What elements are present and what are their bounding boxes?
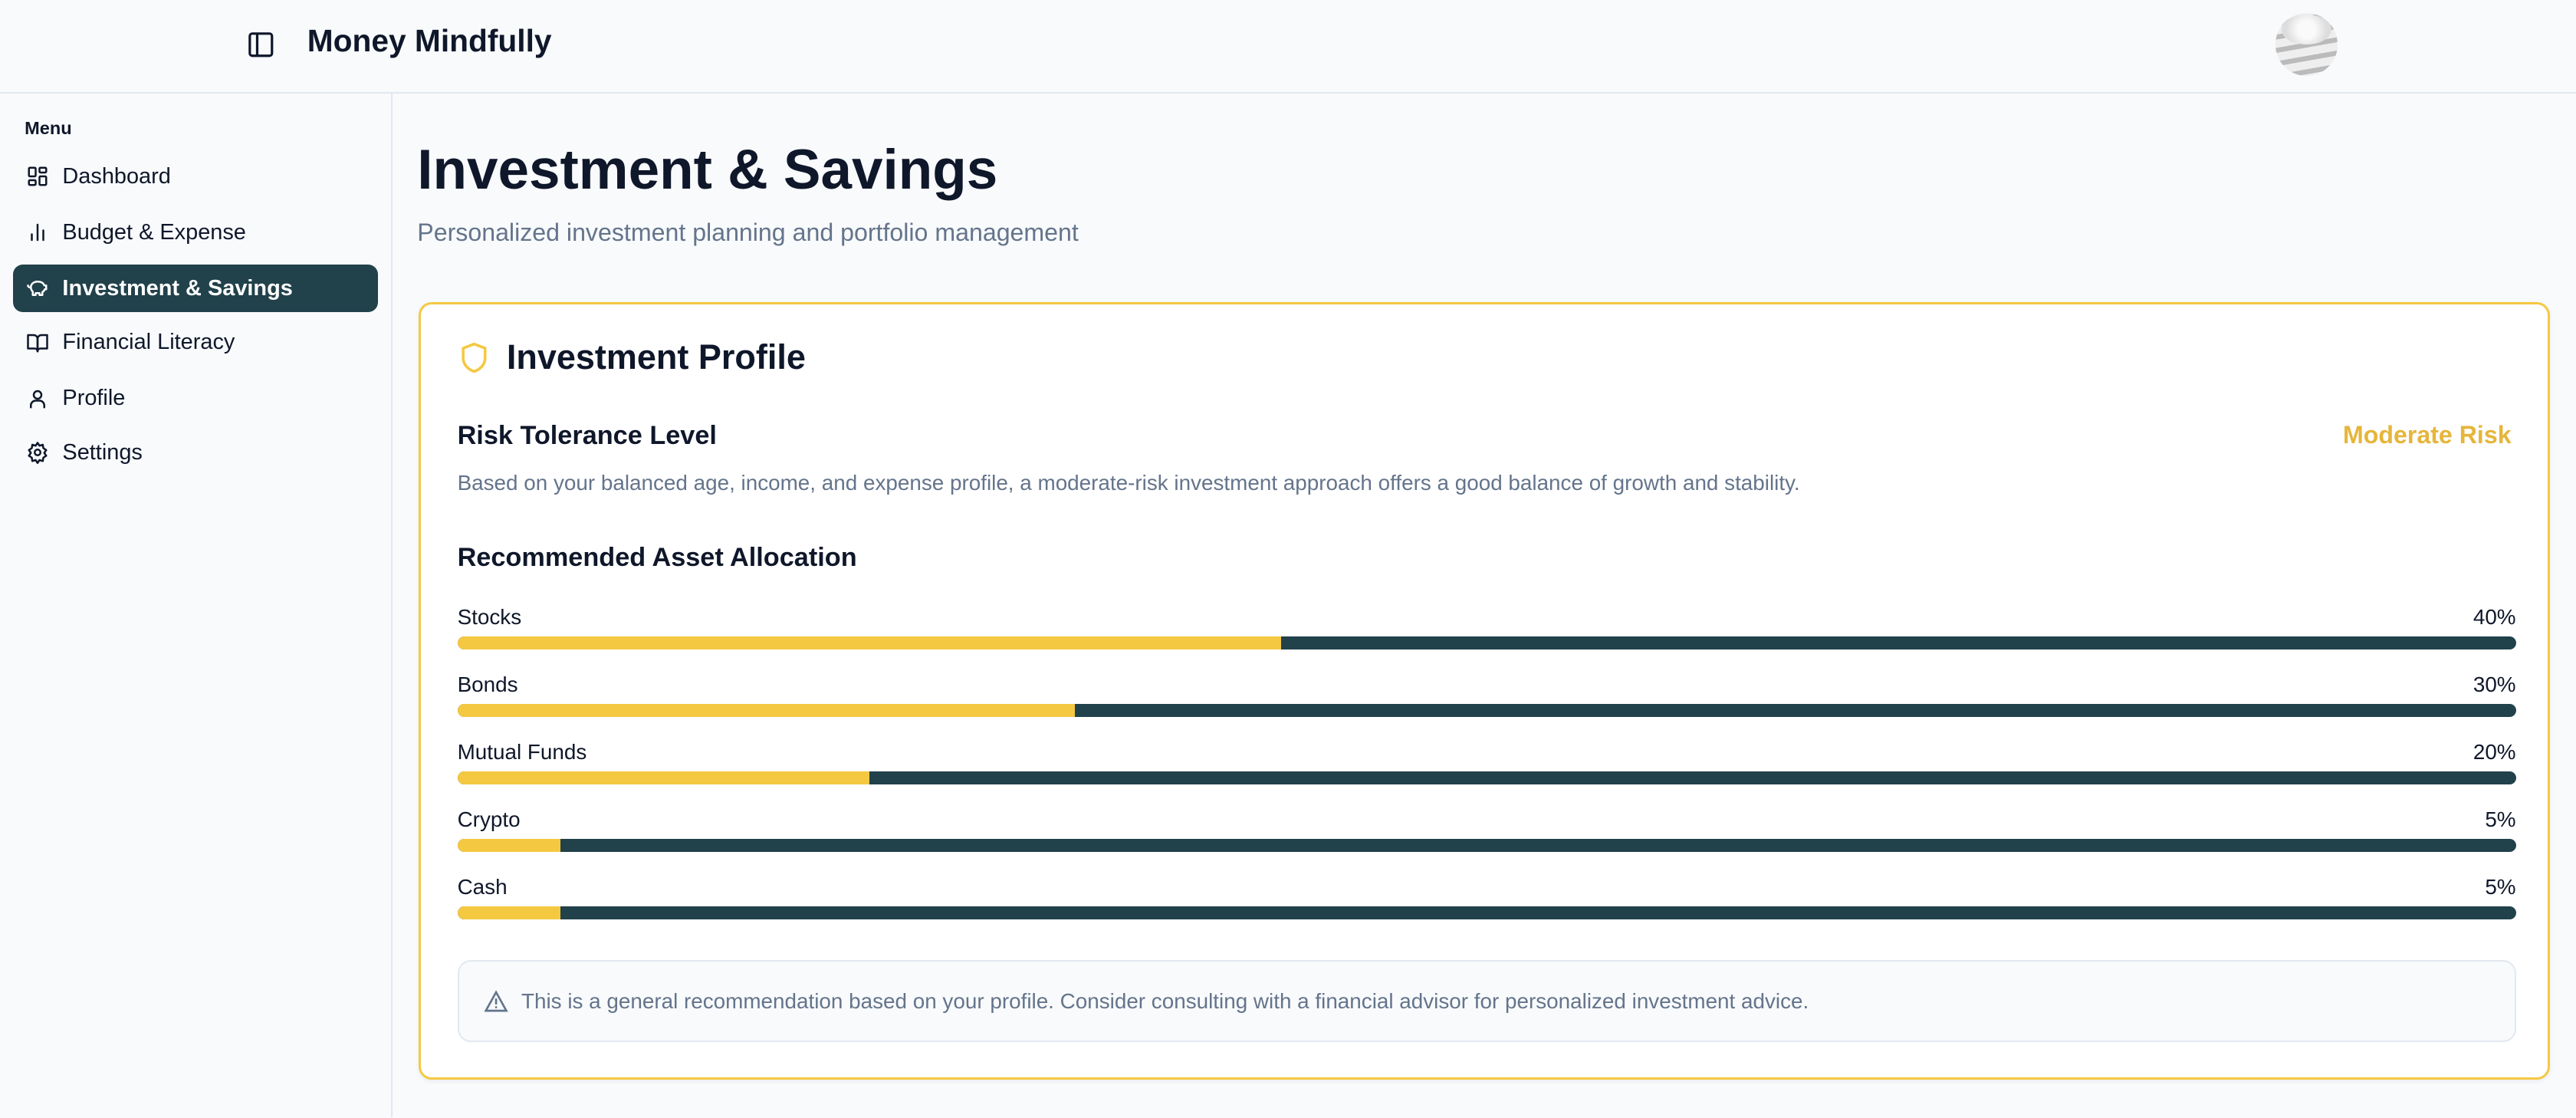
risk-level-badge: Moderate Risk [2342, 421, 2512, 449]
allocation-heading: Recommended Asset Allocation [457, 542, 857, 572]
allocation-progress-fill [457, 771, 869, 784]
card-title-text: Investment Profile [506, 337, 806, 377]
page-title: Investment & Savings [417, 139, 998, 201]
sidebar-item-settings[interactable]: Settings [13, 429, 378, 476]
sidebar-item-label: Dashboard [62, 163, 171, 189]
piggy-bank-icon [27, 281, 48, 297]
allocation-progress-fill [457, 906, 560, 919]
bar-chart-icon [31, 223, 45, 242]
card-title: Investment Profile [458, 337, 806, 377]
shield-icon [461, 342, 487, 373]
investment-profile-card: Investment Profile Risk Tolerance Level … [419, 302, 2550, 1080]
sidebar: Menu Dashboard Budget & Expense Investme… [0, 94, 393, 1118]
sidebar-item-label: Budget & Expense [62, 219, 246, 245]
allocation-progress-bar [457, 703, 2516, 718]
disclaimer-text: This is a general recommendation based o… [521, 988, 1809, 1013]
allocation-label: Bonds [457, 672, 518, 697]
gear-icon [28, 442, 48, 465]
allocation-progress-bar [457, 906, 2516, 919]
sidebar-item-label: Settings [62, 439, 143, 465]
warning-icon [484, 990, 508, 1012]
sidebar-item-label: Profile [62, 386, 126, 411]
allocation-label: Cash [457, 874, 508, 899]
allocation-percent: 40% [2472, 605, 2516, 630]
app-title: Money Mindfully [307, 23, 552, 58]
allocation-percent: 20% [2472, 740, 2516, 765]
allocation-progress-bar [457, 771, 2516, 784]
allocation-progress-fill [457, 838, 560, 852]
user-icon [30, 390, 46, 409]
disclaimer-note: This is a general recommendation based o… [457, 960, 2516, 1043]
book-open-icon [27, 334, 49, 353]
allocation-label: Crypto [457, 807, 521, 831]
allocation-progress-bar [457, 636, 2516, 650]
risk-tolerance-heading: Risk Tolerance Level [457, 421, 717, 451]
sidebar-item-budget[interactable]: Budget & Expense [13, 209, 378, 256]
sidebar-item-label: Investment & Savings [62, 275, 293, 301]
sidebar-item-investment[interactable]: Investment & Savings [13, 264, 378, 313]
sidebar-item-label: Financial Literacy [62, 330, 235, 355]
allocation-percent: 30% [2472, 672, 2516, 697]
page-subtitle: Personalized investment planning and por… [417, 219, 1079, 246]
menu-label: Menu [25, 118, 72, 139]
allocation-progress-fill [457, 703, 1076, 718]
sidebar-item-profile[interactable]: Profile [13, 375, 378, 423]
allocation-percent: 5% [2485, 807, 2516, 831]
sidebar-toggle-icon[interactable] [246, 30, 276, 60]
top-header: Money Mindfully [0, 0, 2576, 94]
allocation-label: Mutual Funds [457, 740, 587, 765]
risk-description: Based on your balanced age, income, and … [457, 470, 1800, 495]
allocation-label: Stocks [457, 605, 522, 630]
allocation-progress-fill [457, 636, 1281, 650]
allocation-progress-bar [457, 838, 2516, 852]
layout-dashboard-icon [28, 166, 48, 186]
avatar[interactable] [2275, 13, 2338, 76]
sidebar-item-dashboard[interactable]: Dashboard [13, 153, 378, 200]
allocation-percent: 5% [2485, 874, 2516, 899]
sidebar-item-literacy[interactable]: Financial Literacy [13, 319, 378, 367]
